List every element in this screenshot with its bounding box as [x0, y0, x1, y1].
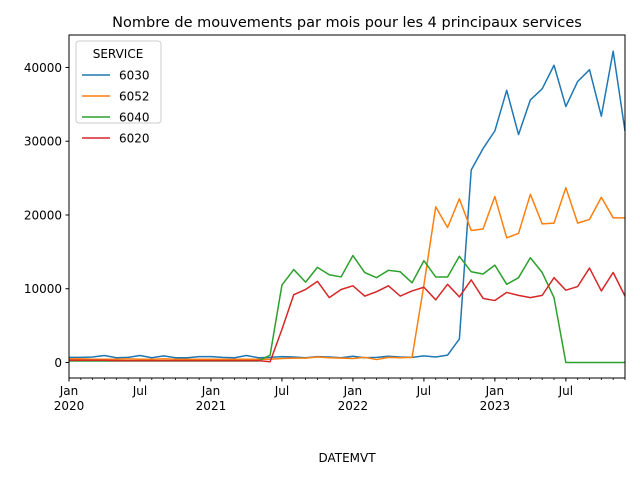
x-tick-year-label: 2020 — [54, 399, 85, 413]
y-tick-label: 40000 — [24, 61, 62, 75]
y-tick-label: 10000 — [24, 282, 62, 296]
x-axis-label: DATEMVT — [318, 451, 376, 465]
legend-title: SERVICE — [93, 47, 144, 61]
x-tick-label: Jul — [274, 384, 289, 398]
x-tick-label: Jan — [485, 384, 505, 398]
x-tick-year-label: 2023 — [480, 399, 511, 413]
plot-frame — [68, 34, 626, 379]
x-tick-label: Jul — [558, 384, 573, 398]
legend-label-6030: 6030 — [119, 69, 150, 83]
series-line-6020 — [69, 267, 626, 363]
series-line-6040 — [69, 254, 625, 364]
y-axis: 0 10000 20000 30000 40000 — [24, 61, 69, 370]
x-tick-label: Jul — [132, 384, 147, 398]
x-tick-year-label: 2022 — [338, 399, 369, 413]
legend-frame — [75, 40, 162, 124]
y-tick-label: 30000 — [24, 135, 62, 149]
legend-label-6020: 6020 — [119, 132, 150, 146]
series-line-6052 — [69, 186, 625, 361]
y-tick-label: 0 — [54, 356, 62, 370]
series-line-6030 — [69, 50, 626, 359]
legend-label-6052: 6052 — [119, 90, 150, 104]
legend-label-6040: 6040 — [119, 111, 150, 125]
legend: SERVICE 6030 6052 6040 6020 — [75, 40, 162, 146]
y-tick-label: 20000 — [24, 208, 62, 222]
x-tick-label: Jul — [416, 384, 431, 398]
x-tick-label: Jan — [343, 384, 363, 398]
x-tick-label: Jan — [201, 384, 221, 398]
x-tick-year-label: 2021 — [196, 399, 227, 413]
x-tick-label: Jan — [59, 384, 79, 398]
chart-title: Nombre de mouvements par mois pour les 4… — [112, 15, 582, 31]
